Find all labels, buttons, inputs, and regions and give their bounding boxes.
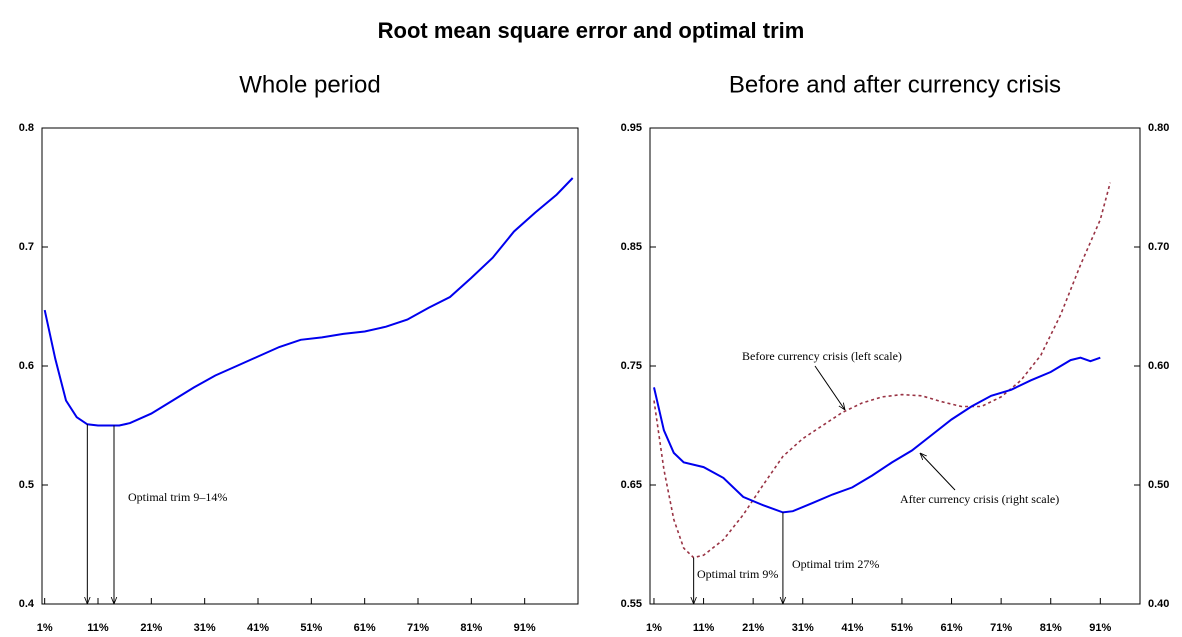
x-tick-label: 31% <box>194 622 216 634</box>
x-tick-label: 71% <box>990 622 1012 634</box>
x-tick-label: 71% <box>407 622 429 634</box>
series-line <box>653 182 1111 559</box>
series-line <box>43 177 574 427</box>
annotation: Optimal trim 9% <box>697 567 778 581</box>
y-tick-label: 0.7 <box>19 241 34 253</box>
x-tick-label: 51% <box>300 622 322 634</box>
y2-tick-label: 0.70 <box>1148 241 1169 253</box>
x-tick-label: 11% <box>693 622 715 634</box>
x-tick-label: 21% <box>140 622 162 634</box>
x-tick-label: 1% <box>646 622 662 634</box>
series-label-arrow <box>920 453 956 491</box>
x-tick-label: 81% <box>1040 622 1062 634</box>
y-tick-label: 0.4 <box>19 598 35 610</box>
x-tick-label: 41% <box>247 622 269 634</box>
y2-tick-label: 0.80 <box>1148 122 1169 134</box>
figure-title: Root mean square error and optimal trim <box>378 18 805 43</box>
annotation: Optimal trim 27% <box>792 557 879 571</box>
panel-title: Whole period <box>239 71 380 98</box>
y-tick-label: 0.8 <box>19 122 34 134</box>
plot-frame <box>41 127 579 605</box>
x-tick-label: 11% <box>87 622 109 634</box>
y-tick-label: 0.65 <box>621 479 642 491</box>
x-tick-label: 91% <box>1089 622 1111 634</box>
x-tick-label: 91% <box>514 622 536 634</box>
x-tick-label: 61% <box>354 622 376 634</box>
y2-tick-label: 0.60 <box>1148 360 1169 372</box>
x-tick-label: 1% <box>37 622 53 634</box>
series-line <box>653 356 1101 514</box>
series-label-arrow <box>814 365 845 410</box>
x-tick-label: 41% <box>841 622 863 634</box>
series-label: Before currency crisis (left scale) <box>742 349 902 363</box>
x-tick-label: 31% <box>792 622 814 634</box>
y-tick-label: 0.95 <box>621 122 642 134</box>
y-tick-label: 0.85 <box>621 241 642 253</box>
y-tick-label: 0.75 <box>621 360 642 372</box>
y-tick-label: 0.6 <box>19 360 34 372</box>
panel-title: Before and after currency crisis <box>729 71 1061 98</box>
x-tick-label: 21% <box>742 622 764 634</box>
series-label: After currency crisis (right scale) <box>900 492 1059 506</box>
x-tick-label: 61% <box>941 622 963 634</box>
y-tick-label: 0.55 <box>621 598 642 610</box>
y-tick-label: 0.5 <box>19 479 34 491</box>
x-tick-label: 81% <box>460 622 482 634</box>
plot-frame <box>649 127 1141 605</box>
annotation: Optimal trim 9–14% <box>128 490 227 504</box>
y2-tick-label: 0.50 <box>1148 479 1169 491</box>
y2-tick-label: 0.40 <box>1148 598 1169 610</box>
x-tick-label: 51% <box>891 622 913 634</box>
